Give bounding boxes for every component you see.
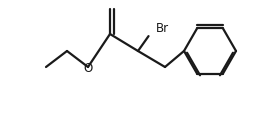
Text: Br: Br bbox=[156, 21, 169, 34]
Text: O: O bbox=[83, 61, 93, 74]
